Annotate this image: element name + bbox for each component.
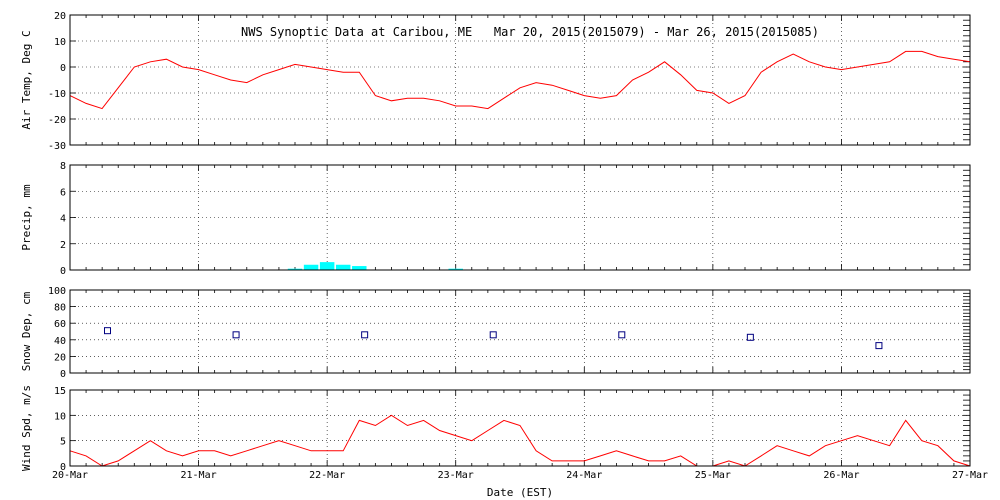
series-line [69,414,971,467]
y-tick-label: 2 [60,240,66,251]
panel-2: 8 6 4 2 0 Precip, mm [20,161,971,277]
y-tick-label: 20 [54,352,66,363]
y-axis-title: Precip, mm [20,184,33,251]
x-tick-label: 24-Mar [566,470,602,481]
snow-depth-point [361,331,369,339]
y-axis-title: Air Temp, Deg C [20,30,33,129]
x-axis-title: Date (EST) [487,486,553,499]
snow-depth-point [875,342,883,350]
y-tick-label: 10 [54,37,66,48]
y-tick-label: 0 [60,266,66,277]
precip-bar [287,268,303,270]
x-tick-label: 22-Mar [309,470,345,481]
x-tick-label: 23-Mar [438,470,474,481]
y-tick-label: 15 [54,386,66,397]
panel-3: 100 80 60 40 20 0 Snow Dep, cm [20,286,971,380]
y-axis-title: Snow Dep, cm [20,291,33,371]
y-tick-label: -30 [48,141,66,152]
precip-bar [303,264,319,270]
chart-title: NWS Synoptic Data at Caribou, ME Mar 20,… [241,25,819,39]
y-tick-label: 10 [54,411,66,422]
panel-1: 20 10 0 -10 -20 -30 Air Temp, Deg C [20,11,971,152]
y-tick-label: 8 [60,161,66,172]
precip-bar [448,268,463,270]
x-tick-label: 26-Mar [823,470,859,481]
y-axis-title: Wind Spd, m/s [20,385,33,471]
snow-depth-point [104,327,111,335]
y-tick-label: -10 [48,89,66,100]
precip-bar [352,266,367,270]
snow-depth-point [489,331,497,339]
y-tick-label: 4 [60,214,66,225]
snow-depth-point [618,331,626,339]
precip-bar [319,262,335,270]
y-tick-label: 60 [54,319,66,330]
x-tick-label: 25-Mar [695,470,731,481]
y-tick-label: 0 [60,63,66,74]
y-tick-label: 80 [54,303,66,314]
y-tick-label: -20 [48,115,66,126]
panel-frame [69,14,971,146]
y-tick-label: 0 [60,369,66,380]
y-tick-label: 5 [60,437,66,448]
series-line [69,50,971,110]
snow-depth-point [746,333,754,341]
y-tick-label: 0 [60,462,66,473]
y-tick-label: 100 [48,286,66,297]
panel-frame [69,289,971,374]
panel-frame [69,164,971,271]
x-tick-label: 20-Mar [52,470,88,481]
x-tick-label: 21-Mar [181,470,217,481]
x-tick-label: 27-Mar [952,470,988,481]
snow-depth-point [232,331,240,339]
y-tick-label: 6 [60,187,66,198]
panel-4: 15 10 5 0 Wind Spd, m/s [20,385,971,473]
y-tick-label: 40 [54,336,66,347]
panel-frame [69,389,971,467]
precip-bar [335,264,351,270]
y-tick-label: 20 [54,11,66,22]
